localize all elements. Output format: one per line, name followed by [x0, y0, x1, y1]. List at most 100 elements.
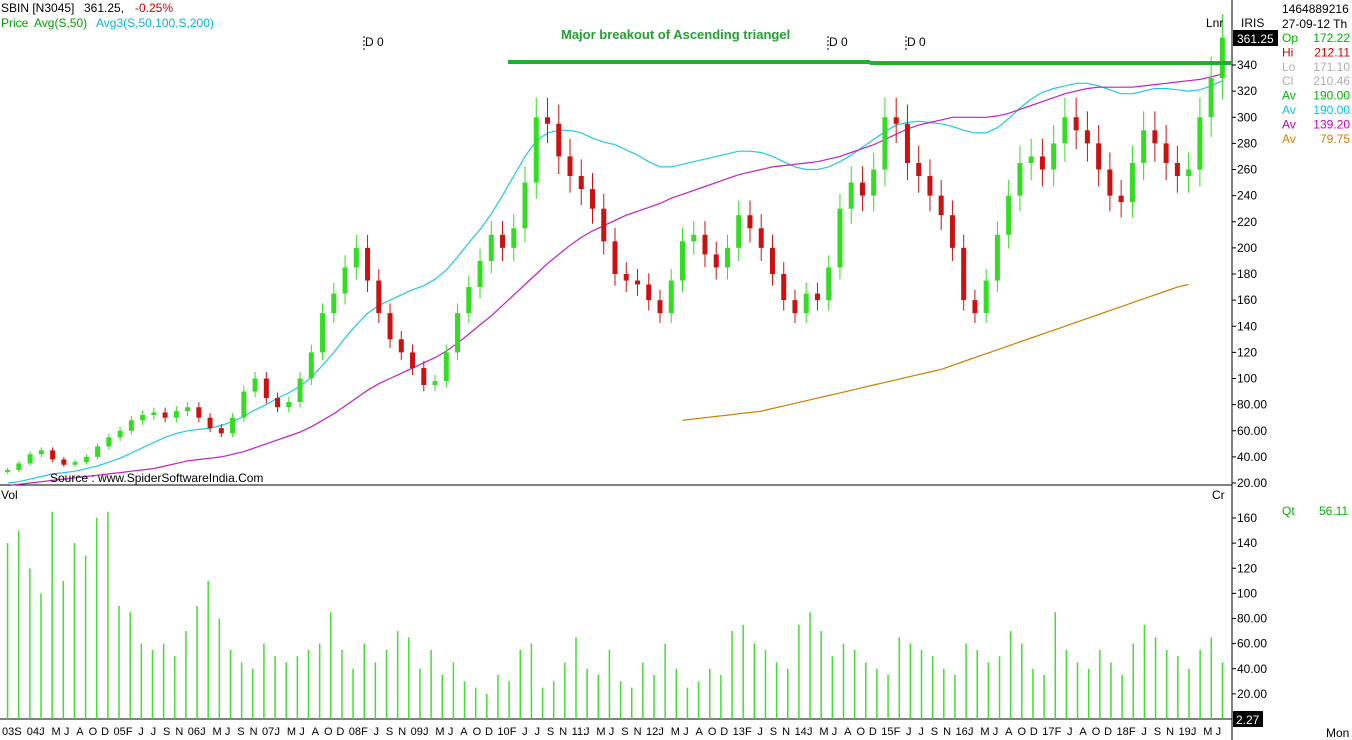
candle-body	[466, 287, 472, 314]
time-tick-label: 05:	[113, 726, 128, 738]
candle-body	[140, 415, 146, 421]
time-tick-label: A	[844, 726, 852, 738]
candle-body	[983, 280, 989, 314]
volume-label: Vol	[1, 488, 18, 502]
price-change: -0.25%	[135, 1, 173, 15]
time-tick-label: S	[14, 726, 21, 738]
time-tick-label: J	[535, 726, 541, 738]
time-tick-label: J	[64, 726, 69, 738]
candle-body	[117, 430, 123, 438]
candle-body	[769, 247, 775, 274]
time-tick-label: J	[138, 726, 144, 738]
candle-body	[72, 462, 78, 465]
candle-body	[207, 417, 213, 429]
time-tick-label: A	[76, 726, 84, 738]
price-tick-label: 80.00	[1237, 398, 1267, 412]
readout-value: 190.00	[1313, 103, 1350, 117]
time-tick-label: F	[361, 726, 368, 738]
candle-body	[297, 378, 303, 403]
readout-value: 172.22	[1313, 31, 1350, 45]
candle-body	[691, 234, 697, 242]
time-tick-label: 17:	[1042, 726, 1057, 738]
time-tick-label: O	[708, 726, 717, 738]
candle-body	[38, 450, 44, 455]
time-tick-label: S	[237, 726, 244, 738]
time-tick-label: J	[609, 726, 615, 738]
price-tick-label: 300	[1237, 110, 1257, 124]
time-tick-label: A	[1005, 726, 1013, 738]
volume-tick-label: 40.00	[1237, 662, 1267, 676]
time-tick-label: N	[250, 726, 258, 738]
candle-body	[488, 234, 494, 261]
readout-key: Av	[1282, 103, 1296, 117]
candle-body	[1051, 143, 1057, 170]
time-tick-label: J	[1191, 726, 1197, 738]
price-tick-label: 280	[1237, 136, 1257, 150]
chart-frame	[0, 0, 1233, 740]
time-tick-label: J	[39, 726, 45, 738]
time-tick-label: S	[163, 726, 170, 738]
candle-body	[500, 234, 506, 248]
price-tick-label: 120	[1237, 345, 1257, 359]
candle-body	[623, 274, 629, 281]
candle-body	[443, 352, 449, 382]
price-tick-label: 180	[1237, 267, 1257, 281]
volume-tick-label: 160	[1237, 511, 1257, 525]
price-tag-bg	[1233, 30, 1278, 46]
price-label: Price	[1, 16, 29, 30]
readout-key: Av	[1282, 132, 1296, 146]
candle-body	[83, 456, 89, 463]
candle-body	[376, 280, 382, 314]
time-tick-label: D	[1030, 726, 1038, 738]
candle-body	[634, 280, 640, 285]
candle-body	[61, 459, 67, 465]
time-tick-label: J	[448, 726, 454, 738]
candle-body	[747, 215, 753, 229]
day-label: Mon	[1326, 726, 1349, 740]
time-tick-label: N	[634, 726, 642, 738]
time-tick-label: F	[510, 726, 517, 738]
time-tick-label: J	[1067, 726, 1073, 738]
time-tick-label: 10:	[497, 726, 512, 738]
candle-body	[5, 469, 11, 472]
candle-body	[556, 123, 562, 157]
candle-body	[590, 189, 596, 209]
ohlc-readout: Op 172.22 Hi 212.11 Lo 171.10 Cl 210.46 Av 190.00…	[1282, 31, 1350, 146]
price-tag: 361.25	[1237, 32, 1274, 46]
time-tick-label: J	[423, 726, 429, 738]
candle-body	[398, 339, 404, 353]
last-price: 361.25,	[84, 1, 124, 15]
candle-body	[792, 300, 798, 314]
time-tick-label: J	[658, 726, 664, 738]
time-tick-label: 07:	[262, 726, 277, 738]
candle-body	[758, 228, 764, 248]
time-tick-label: A	[460, 726, 468, 738]
readout-value: 212.11	[1314, 45, 1350, 59]
candle-body	[1118, 195, 1124, 203]
time-tick-label: 04:	[27, 726, 42, 738]
time-tick-label: M	[52, 726, 61, 738]
candle-body	[904, 123, 910, 163]
candle-body	[736, 215, 742, 248]
candle-body	[724, 247, 730, 268]
candle-body	[477, 260, 483, 288]
time-tick-label: J	[1141, 726, 1147, 738]
avg-label: Avg(S,50)	[34, 16, 87, 30]
time-tick-label: 19:	[1178, 726, 1193, 738]
time-tick-label: D	[101, 726, 109, 738]
candle-body	[128, 420, 134, 431]
time-tick-label: F	[745, 726, 752, 738]
time-tick-label: O	[1017, 726, 1026, 738]
candle-body	[781, 274, 787, 301]
candle-body	[263, 378, 269, 399]
time-tick-label: 15:	[881, 726, 896, 738]
time-tick-label: S	[1154, 726, 1161, 738]
d0-marker-3: D 0	[907, 35, 926, 49]
candle-body	[668, 280, 674, 314]
time-tick-label: M	[1203, 726, 1212, 738]
readout-value: 190.00	[1313, 89, 1350, 103]
candle-body	[196, 407, 202, 418]
time-tick-label: J	[807, 726, 813, 738]
time-tick-label: F	[894, 726, 901, 738]
time-tick-label: J	[374, 726, 380, 738]
